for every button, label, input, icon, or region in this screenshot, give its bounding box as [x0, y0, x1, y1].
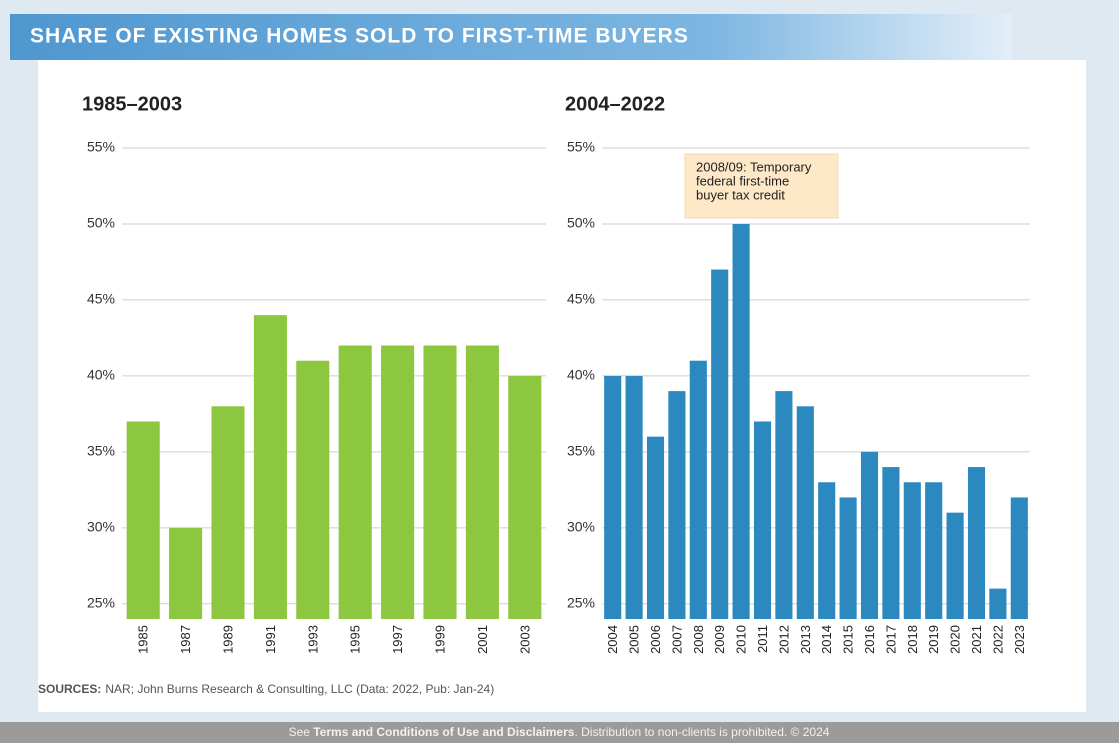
bar [253, 315, 287, 619]
chart-title: 1985–2003 [82, 93, 182, 115]
bar [903, 482, 921, 619]
bar [711, 269, 729, 619]
y-tick-label: 45% [87, 291, 115, 307]
bar [296, 360, 330, 619]
x-tick-label: 1987 [178, 625, 193, 654]
footer-link[interactable]: Terms and Conditions of Use and Disclaim… [313, 725, 574, 739]
bar [818, 482, 836, 619]
bar [753, 421, 772, 619]
bar [946, 512, 964, 619]
bar [668, 391, 686, 619]
y-tick-label: 50% [87, 215, 115, 231]
x-tick-label: 2017 [883, 625, 898, 654]
bar [126, 421, 160, 619]
bar [211, 406, 245, 619]
x-tick-label: 2010 [734, 625, 749, 654]
x-tick-label: 2006 [648, 625, 663, 654]
y-tick-label: 30% [567, 519, 595, 535]
x-tick-label: 2015 [841, 625, 856, 654]
x-tick-label: 2016 [862, 625, 877, 654]
x-tick-label: 1999 [433, 625, 448, 654]
x-tick-label: 2018 [905, 625, 920, 654]
x-tick-label: 2023 [1012, 625, 1027, 654]
bar [646, 436, 665, 619]
x-tick-label: 2005 [627, 625, 642, 654]
header-banner [10, 14, 1012, 60]
footer-bar [0, 722, 1119, 743]
chart-title: 2004–2022 [565, 93, 665, 115]
y-tick-label: 45% [567, 291, 595, 307]
y-tick-label: 55% [87, 139, 115, 155]
bar [839, 497, 857, 619]
x-tick-label: 2011 [755, 625, 770, 653]
x-tick-label: 2020 [948, 625, 963, 654]
bar [338, 345, 372, 619]
bar [423, 345, 457, 619]
bar [604, 375, 622, 619]
sources-label: SOURCES: [38, 682, 101, 696]
x-tick-label: 2008 [691, 625, 706, 654]
x-tick-label: 2014 [819, 625, 834, 654]
x-tick-label: 2019 [926, 625, 941, 654]
bar [1010, 497, 1028, 619]
x-tick-label: 2013 [798, 625, 813, 654]
bar [381, 345, 415, 619]
footer-prefix: See [289, 725, 314, 739]
sources: SOURCES: NAR; John Burns Research & Consu… [38, 682, 494, 696]
bar [989, 588, 1007, 619]
x-tick-label: 2007 [669, 625, 684, 654]
x-tick-label: 2021 [969, 625, 984, 654]
x-tick-label: 2001 [475, 625, 490, 654]
bar [967, 467, 986, 619]
bar [508, 375, 542, 619]
x-tick-label: 1997 [390, 625, 405, 654]
y-tick-label: 35% [87, 443, 115, 459]
y-tick-label: 25% [87, 595, 115, 611]
x-tick-label: 1995 [348, 625, 363, 654]
y-tick-label: 25% [567, 595, 595, 611]
footer-suffix: . Distribution to non-clients is prohibi… [574, 725, 829, 739]
bar [775, 391, 793, 619]
y-tick-label: 50% [567, 215, 595, 231]
bar [625, 375, 643, 619]
annotation-text: buyer tax credit [696, 187, 785, 202]
bar [689, 360, 707, 619]
bar [860, 451, 879, 619]
bar [732, 223, 750, 619]
bar [169, 527, 203, 619]
x-tick-label: 2022 [990, 625, 1005, 654]
bar [796, 406, 814, 619]
y-tick-label: 40% [87, 367, 115, 383]
x-tick-label: 2003 [517, 625, 532, 654]
y-tick-label: 40% [567, 367, 595, 383]
x-tick-label: 1985 [136, 625, 151, 654]
y-tick-label: 35% [567, 443, 595, 459]
header-title: SHARE OF EXISTING HOMES SOLD TO FIRST-TI… [30, 25, 689, 48]
y-tick-label: 55% [567, 139, 595, 155]
x-tick-label: 1989 [221, 625, 236, 654]
annotation-text: federal first-time [696, 173, 789, 188]
x-tick-label: 1991 [263, 625, 278, 654]
x-tick-label: 2012 [776, 625, 791, 654]
bar [925, 482, 943, 619]
annotation-box [684, 153, 839, 219]
x-tick-label: 2004 [605, 625, 620, 654]
sources-text: NAR; John Burns Research & Consulting, L… [105, 682, 494, 696]
bar [465, 345, 499, 619]
y-tick-label: 30% [87, 519, 115, 535]
x-tick-label: 2009 [712, 625, 727, 654]
x-tick-label: 1993 [305, 625, 320, 654]
footer: See Terms and Conditions of Use and Disc… [289, 725, 830, 739]
annotation-text: 2008/09: Temporary [696, 159, 812, 174]
bar [882, 467, 900, 619]
